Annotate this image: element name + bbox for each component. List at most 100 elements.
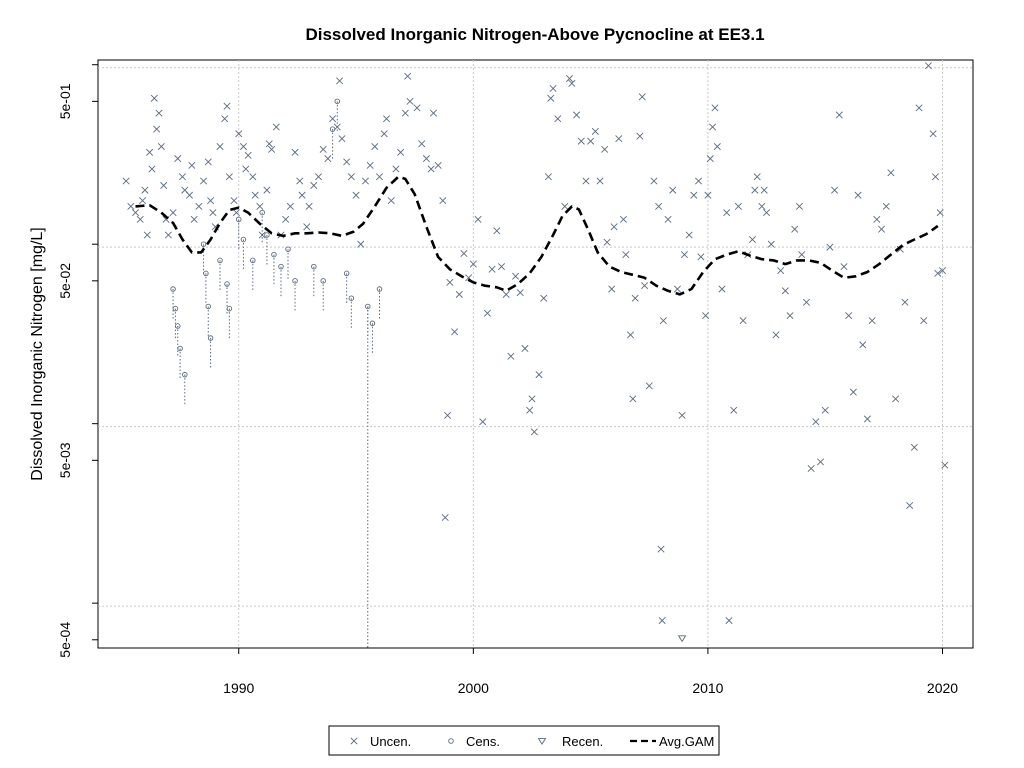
uncensored-point: [366, 161, 374, 169]
uncensored-point: [577, 137, 585, 145]
censored-point: [224, 281, 230, 287]
legend-marker-recen: [537, 738, 547, 745]
uncensored-point: [232, 209, 240, 217]
uncensored-point: [638, 93, 646, 101]
uncensored-point: [887, 169, 895, 177]
uncensored-point: [596, 177, 604, 185]
censored-point: [343, 270, 350, 277]
uncensored-point: [298, 191, 306, 199]
uncensored-point: [251, 191, 259, 199]
uncensored-point: [798, 251, 806, 259]
uncensored-point: [488, 265, 496, 273]
uncensored-point: [587, 137, 595, 145]
censored-point: [177, 345, 183, 352]
uncensored-point: [444, 411, 452, 419]
uncensored-point: [753, 173, 761, 181]
uncensored-point: [859, 341, 867, 349]
uncensored-point: [896, 245, 904, 253]
uncensored-point: [174, 155, 182, 163]
uncensored-point: [338, 135, 346, 143]
uncensored-point: [795, 202, 803, 210]
censored-point: [207, 335, 214, 341]
uncensored-point: [256, 202, 264, 210]
uncensored-point: [216, 143, 224, 151]
uncensored-point: [659, 317, 667, 325]
grid: [98, 60, 973, 648]
y-tick-label: 5e-02: [57, 263, 73, 299]
uncensored-point: [150, 94, 158, 102]
uncensored-point: [258, 231, 266, 239]
censored-point: [320, 278, 326, 284]
uncensored-point: [242, 165, 250, 173]
uncensored-point: [678, 411, 686, 419]
censored-point: [271, 251, 277, 258]
uncensored-point: [748, 235, 757, 243]
censored-point: [311, 263, 317, 270]
uncensored-point: [711, 104, 719, 112]
uncensored-point: [863, 415, 871, 423]
uncensored-point: [502, 290, 510, 298]
uncensored-point: [565, 75, 574, 83]
uncensored-point: [812, 418, 820, 426]
uncensored-point: [446, 278, 454, 286]
censored-point: [285, 246, 291, 252]
uncensored-point: [483, 309, 491, 317]
uncensored-point: [568, 79, 576, 87]
uncensored-point: [439, 197, 447, 205]
uncensored-point: [268, 145, 276, 153]
uncensored-point: [418, 140, 426, 148]
censored-point: [200, 241, 207, 247]
uncensored-point: [840, 263, 848, 271]
censored-point: [376, 286, 383, 292]
uncensored-point: [802, 298, 810, 306]
uncensored-point: [434, 161, 442, 169]
uncensored-point: [221, 115, 229, 123]
uncensored-point: [669, 186, 677, 194]
uncensored-point: [615, 135, 623, 143]
uncensored-point: [178, 173, 186, 181]
uncensored-point: [204, 158, 212, 166]
uncensored-point: [673, 285, 681, 293]
uncensored-point: [713, 143, 721, 151]
uncensored-point: [230, 197, 238, 205]
uncensored-point: [695, 177, 703, 185]
uncensored-point: [702, 312, 710, 320]
uncensored-point: [422, 155, 430, 163]
uncensored-point: [185, 191, 194, 199]
uncensored-point: [924, 62, 932, 70]
censored-point: [175, 323, 181, 329]
uncensored-point: [282, 215, 290, 223]
chart-title: Dissolved Inorganic Nitrogen-Above Pycno…: [305, 25, 764, 44]
uncensored-point: [821, 406, 829, 414]
uncensored-point: [910, 443, 918, 451]
uncensored-point: [296, 177, 304, 185]
uncensored-point: [929, 130, 937, 138]
uncensored-point: [734, 202, 742, 210]
uncensored-point: [336, 77, 344, 85]
uncensored-point: [920, 317, 928, 325]
uncensored-point: [157, 143, 165, 151]
uncensored-point: [657, 545, 665, 553]
uncensored-point: [664, 215, 672, 223]
uncensored-point: [169, 209, 177, 217]
x-tick-label: 2000: [458, 680, 489, 696]
uncensored-point: [873, 215, 881, 223]
uncensored-point: [223, 102, 231, 110]
uncensored-point: [934, 269, 942, 277]
uncensored-point: [195, 202, 203, 210]
uncensored-point: [892, 395, 900, 403]
recensored-point: [677, 635, 687, 643]
uncensored-point: [263, 186, 271, 194]
censored-point: [240, 236, 247, 243]
uncensored-point: [526, 406, 534, 414]
uncensored-point: [658, 617, 666, 625]
uncensored-series: [122, 62, 949, 625]
uncensored-point: [164, 231, 172, 239]
uncensored-point: [941, 461, 949, 469]
uncensored-point: [375, 173, 384, 181]
uncensored-point: [786, 312, 794, 320]
uncensored-point: [200, 177, 208, 185]
uncensored-point: [265, 140, 273, 148]
uncensored-point: [685, 231, 693, 239]
uncensored-point: [690, 191, 698, 199]
